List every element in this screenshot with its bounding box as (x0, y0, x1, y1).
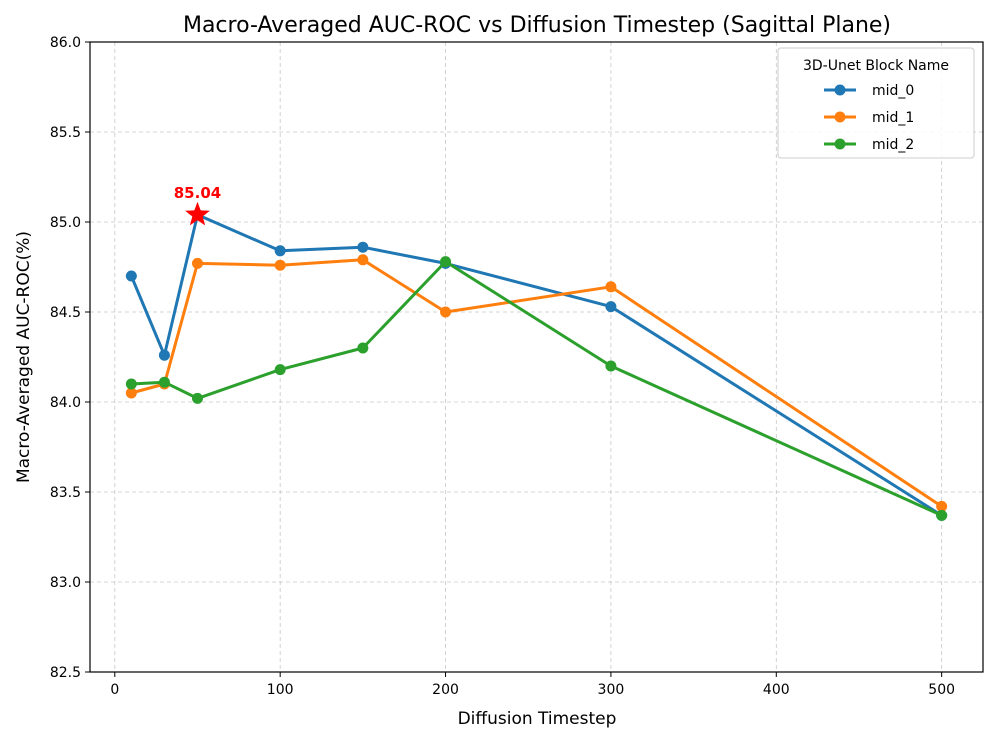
legend-label-mid_1: mid_1 (872, 110, 914, 126)
x-tick-label: 500 (928, 682, 955, 698)
legend-items: mid_0 mid_1 mid_2 (824, 83, 914, 153)
legend: 3D-Unet Block Name mid_0 mid_1 mid_2 (777, 47, 975, 159)
series-mid_2 (125, 256, 948, 521)
legend-box (777, 47, 975, 159)
y-axis-label: Macro-Averaged AUC-ROC(%) (14, 231, 34, 483)
data-point-mid_1 (440, 306, 452, 318)
data-point-mid_1 (274, 259, 286, 271)
y-tick-label: 84.0 (50, 395, 81, 411)
best-point-label: 85.04 (174, 184, 221, 202)
y-tick-label: 86.0 (50, 35, 81, 51)
y-tick-label: 82.5 (50, 665, 81, 681)
series-line-mid_0 (129, 213, 944, 517)
legend-marker-mid_0 (834, 84, 846, 96)
data-point-mid_0 (274, 245, 286, 257)
data-point-mid_0 (158, 349, 170, 361)
series-line-mid_2 (129, 260, 944, 517)
x-tick-label: 400 (763, 682, 790, 698)
data-point-mid_2 (440, 256, 452, 268)
data-point-mid_1 (191, 257, 203, 269)
legend-label-mid_2: mid_2 (872, 137, 914, 153)
legend-title: 3D-Unet Block Name (803, 58, 949, 74)
y-tick-label: 83.5 (50, 485, 81, 501)
data-point-mid_2 (274, 364, 286, 376)
data-point-mid_1 (605, 281, 617, 293)
data-point-mid_1 (125, 387, 137, 399)
data-point-mid_1 (357, 254, 369, 266)
data-point-mid_2 (158, 376, 170, 388)
legend-marker-mid_2 (834, 138, 846, 150)
x-tick-label: 0 (110, 682, 119, 698)
data-point-mid_0 (357, 241, 369, 253)
x-axis-label: Diffusion Timestep (458, 709, 617, 729)
data-point-mid_2 (357, 342, 369, 354)
x-tick-label: 300 (598, 682, 625, 698)
data-point-mid_1 (936, 500, 948, 512)
y-tick-label: 85.0 (50, 215, 81, 231)
legend-marker-mid_1 (834, 111, 846, 123)
y-axis: 82.5 83.0 83.5 84.0 84.5 85.0 85.5 86.0 (50, 35, 90, 681)
series-mid_1 (125, 254, 948, 512)
data-point-mid_2 (191, 392, 203, 404)
data-point-mid_0 (125, 270, 137, 282)
data-point-mid_2 (125, 378, 137, 390)
y-tick-label: 83.0 (50, 575, 81, 591)
legend-label-mid_0: mid_0 (872, 83, 914, 99)
series-lines (125, 209, 948, 521)
x-axis: 0 100 200 300 400 500 (110, 672, 955, 698)
y-tick-label: 85.5 (50, 125, 81, 141)
y-tick-label: 84.5 (50, 305, 81, 321)
best-point-star (185, 201, 210, 226)
x-tick-label: 200 (432, 682, 459, 698)
series-mid_0 (125, 209, 948, 521)
series-line-mid_1 (129, 258, 944, 508)
data-point-mid_0 (605, 301, 617, 313)
data-point-mid_2 (605, 360, 617, 372)
best-point-annotation: 85.04 (174, 184, 221, 226)
plot-area (89, 41, 984, 673)
chart-title: Macro-Averaged AUC-ROC vs Diffusion Time… (183, 13, 891, 38)
data-point-mid_2 (936, 509, 948, 521)
x-tick-label: 100 (267, 682, 294, 698)
